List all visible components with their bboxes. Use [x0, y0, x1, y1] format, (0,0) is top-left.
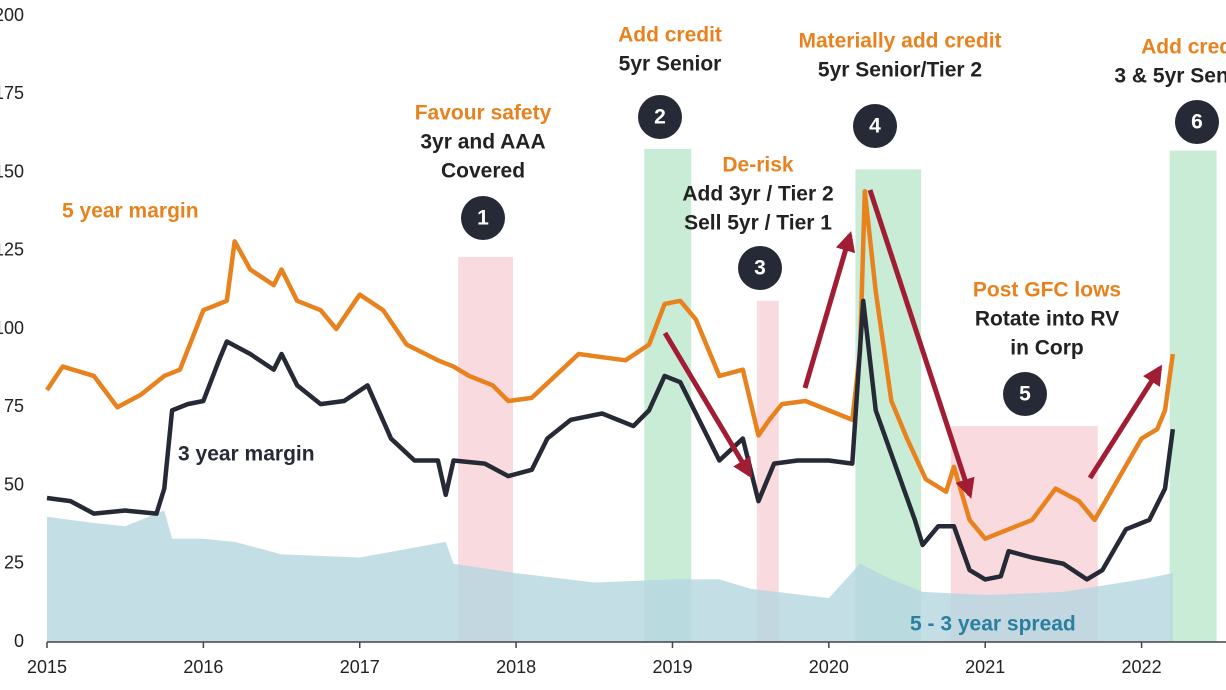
y-tick-label: 100: [0, 318, 24, 338]
series-label: 3 year margin: [178, 443, 315, 466]
y-tick-label: 0: [14, 631, 24, 651]
annotation-line: 3yr and AAA: [420, 131, 545, 154]
annotation-line: in Corp: [1010, 337, 1084, 360]
y-tick-label: 50: [4, 474, 24, 494]
arrow: [802, 231, 856, 389]
step-badge: [738, 246, 782, 290]
shaded-period: [1169, 150, 1217, 642]
shaded-period: [756, 300, 779, 642]
x-tick-label: 2015: [27, 657, 67, 677]
step-number: 1: [477, 207, 489, 230]
y-tick-label: 125: [0, 240, 24, 260]
step-number: 4: [869, 115, 881, 138]
arrow: [662, 331, 753, 479]
y-tick-label: 150: [0, 161, 24, 181]
arrow: [867, 189, 975, 499]
arrow: [1087, 364, 1163, 480]
annotation-line: 5yr Senior/Tier 2: [818, 59, 982, 82]
annotation-heading: Add credit: [618, 24, 722, 47]
x-tick-label: 2020: [809, 657, 849, 677]
annotation-heading: Add credit: [1141, 36, 1226, 59]
x-tick-label: 2022: [1122, 657, 1162, 677]
annotation-line: 5yr Senior: [619, 53, 722, 76]
y-tick-label: 75: [4, 396, 24, 416]
step-number: 6: [1191, 111, 1203, 134]
x-tick-label: 2017: [340, 657, 380, 677]
step-badge: [1175, 100, 1219, 144]
annotation-heading: Materially add credit: [798, 30, 1001, 53]
x-tick-label: 2019: [652, 657, 692, 677]
step-number: 2: [654, 106, 666, 129]
x-tick-label: 2016: [183, 657, 223, 677]
step-badge: [461, 196, 505, 240]
x-tick-label: 2021: [965, 657, 1005, 677]
series-label: 5 - 3 year spread: [910, 613, 1076, 636]
annotation-line: Add 3yr / Tier 2: [682, 183, 833, 206]
annotation-line: Sell 5yr / Tier 1: [684, 212, 832, 235]
y-tick-label: 25: [4, 553, 24, 573]
y-tick-label: 200: [0, 5, 24, 25]
step-badge: [638, 95, 682, 139]
series-label: 5 year margin: [62, 200, 199, 223]
annotation-heading: Favour safety: [415, 102, 552, 125]
step-number: 5: [1019, 383, 1031, 406]
x-tick-label: 2018: [496, 657, 536, 677]
y-tick-label: 175: [0, 83, 24, 103]
series-line: [46, 298, 1176, 582]
annotation-heading: Post GFC lows: [973, 279, 1121, 302]
step-badge: [853, 104, 897, 148]
step-badge: [1003, 372, 1047, 416]
series-area: [47, 510, 1173, 642]
annotation-line: 3 & 5yr Senior: [1114, 65, 1226, 88]
shaded-period: [644, 149, 692, 642]
annotation-line: Rotate into RV: [975, 308, 1119, 331]
annotation-line: Covered: [441, 160, 525, 183]
step-number: 3: [754, 257, 766, 280]
series-line: [45, 189, 1176, 541]
arrows: [662, 189, 1163, 499]
annotation-heading: De-risk: [722, 154, 794, 177]
